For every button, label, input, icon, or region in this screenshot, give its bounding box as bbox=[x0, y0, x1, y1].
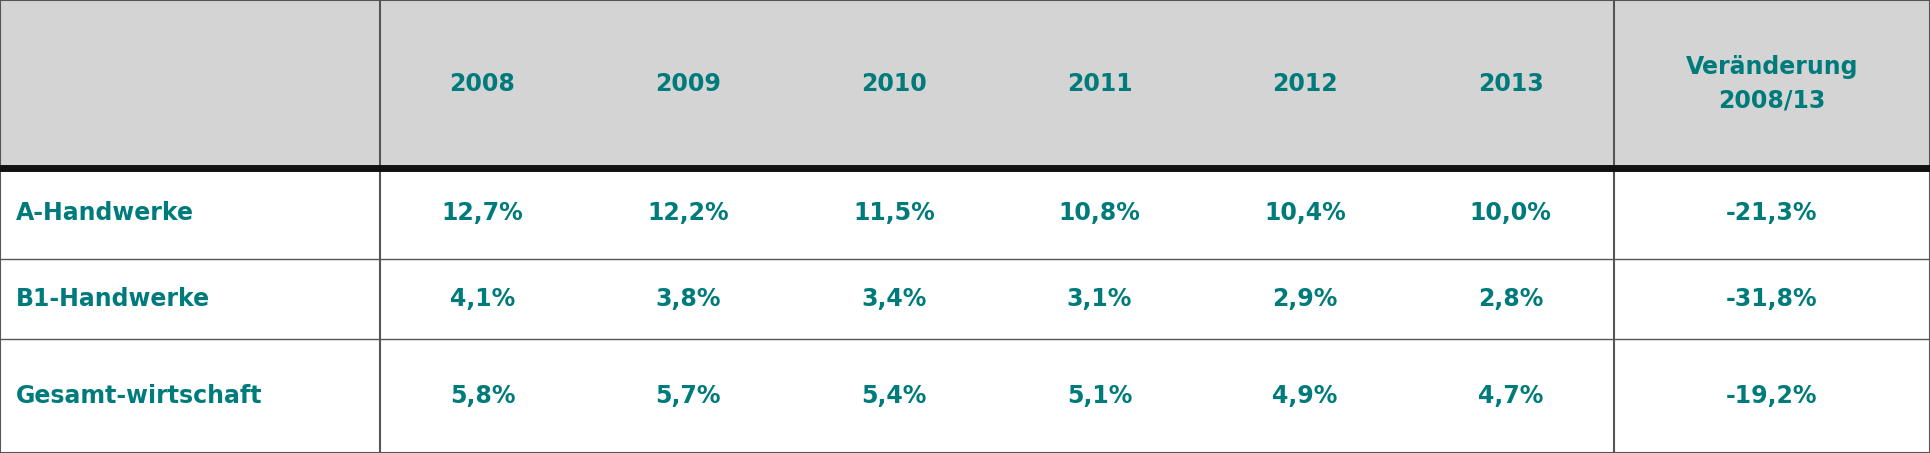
Text: 2011: 2011 bbox=[1067, 72, 1133, 96]
Text: 10,0%: 10,0% bbox=[1471, 201, 1552, 225]
Text: 2,9%: 2,9% bbox=[1272, 287, 1337, 311]
Text: 5,8%: 5,8% bbox=[450, 384, 515, 408]
Text: 10,4%: 10,4% bbox=[1264, 201, 1345, 225]
Text: -31,8%: -31,8% bbox=[1725, 287, 1818, 311]
Text: -21,3%: -21,3% bbox=[1725, 201, 1818, 225]
Text: 4,9%: 4,9% bbox=[1272, 384, 1337, 408]
Text: 4,1%: 4,1% bbox=[450, 287, 515, 311]
Text: 4,7%: 4,7% bbox=[1478, 384, 1544, 408]
Text: 5,7%: 5,7% bbox=[656, 384, 722, 408]
Text: Gesamt-wirtschaft: Gesamt-wirtschaft bbox=[15, 384, 262, 408]
Text: 3,1%: 3,1% bbox=[1067, 287, 1133, 311]
Text: B1-Handwerke: B1-Handwerke bbox=[15, 287, 210, 311]
Text: 2008: 2008 bbox=[450, 72, 515, 96]
Text: 3,4%: 3,4% bbox=[861, 287, 926, 311]
Text: 11,5%: 11,5% bbox=[853, 201, 934, 225]
Text: 5,4%: 5,4% bbox=[861, 384, 926, 408]
Bar bbox=[0, 168, 1930, 453]
Text: A-Handwerke: A-Handwerke bbox=[15, 201, 193, 225]
Text: 12,7%: 12,7% bbox=[442, 201, 523, 225]
Text: 2012: 2012 bbox=[1272, 72, 1337, 96]
Text: 12,2%: 12,2% bbox=[647, 201, 730, 225]
Text: 10,8%: 10,8% bbox=[1058, 201, 1141, 225]
Text: 5,1%: 5,1% bbox=[1067, 384, 1133, 408]
Text: 2010: 2010 bbox=[861, 72, 926, 96]
Bar bbox=[0, 0, 1930, 168]
Text: 2009: 2009 bbox=[654, 72, 722, 96]
Text: 2,8%: 2,8% bbox=[1478, 287, 1544, 311]
Text: Veränderung
2008/13: Veränderung 2008/13 bbox=[1685, 55, 1859, 112]
Text: -19,2%: -19,2% bbox=[1725, 384, 1818, 408]
Text: 3,8%: 3,8% bbox=[656, 287, 722, 311]
Text: 2013: 2013 bbox=[1478, 72, 1544, 96]
